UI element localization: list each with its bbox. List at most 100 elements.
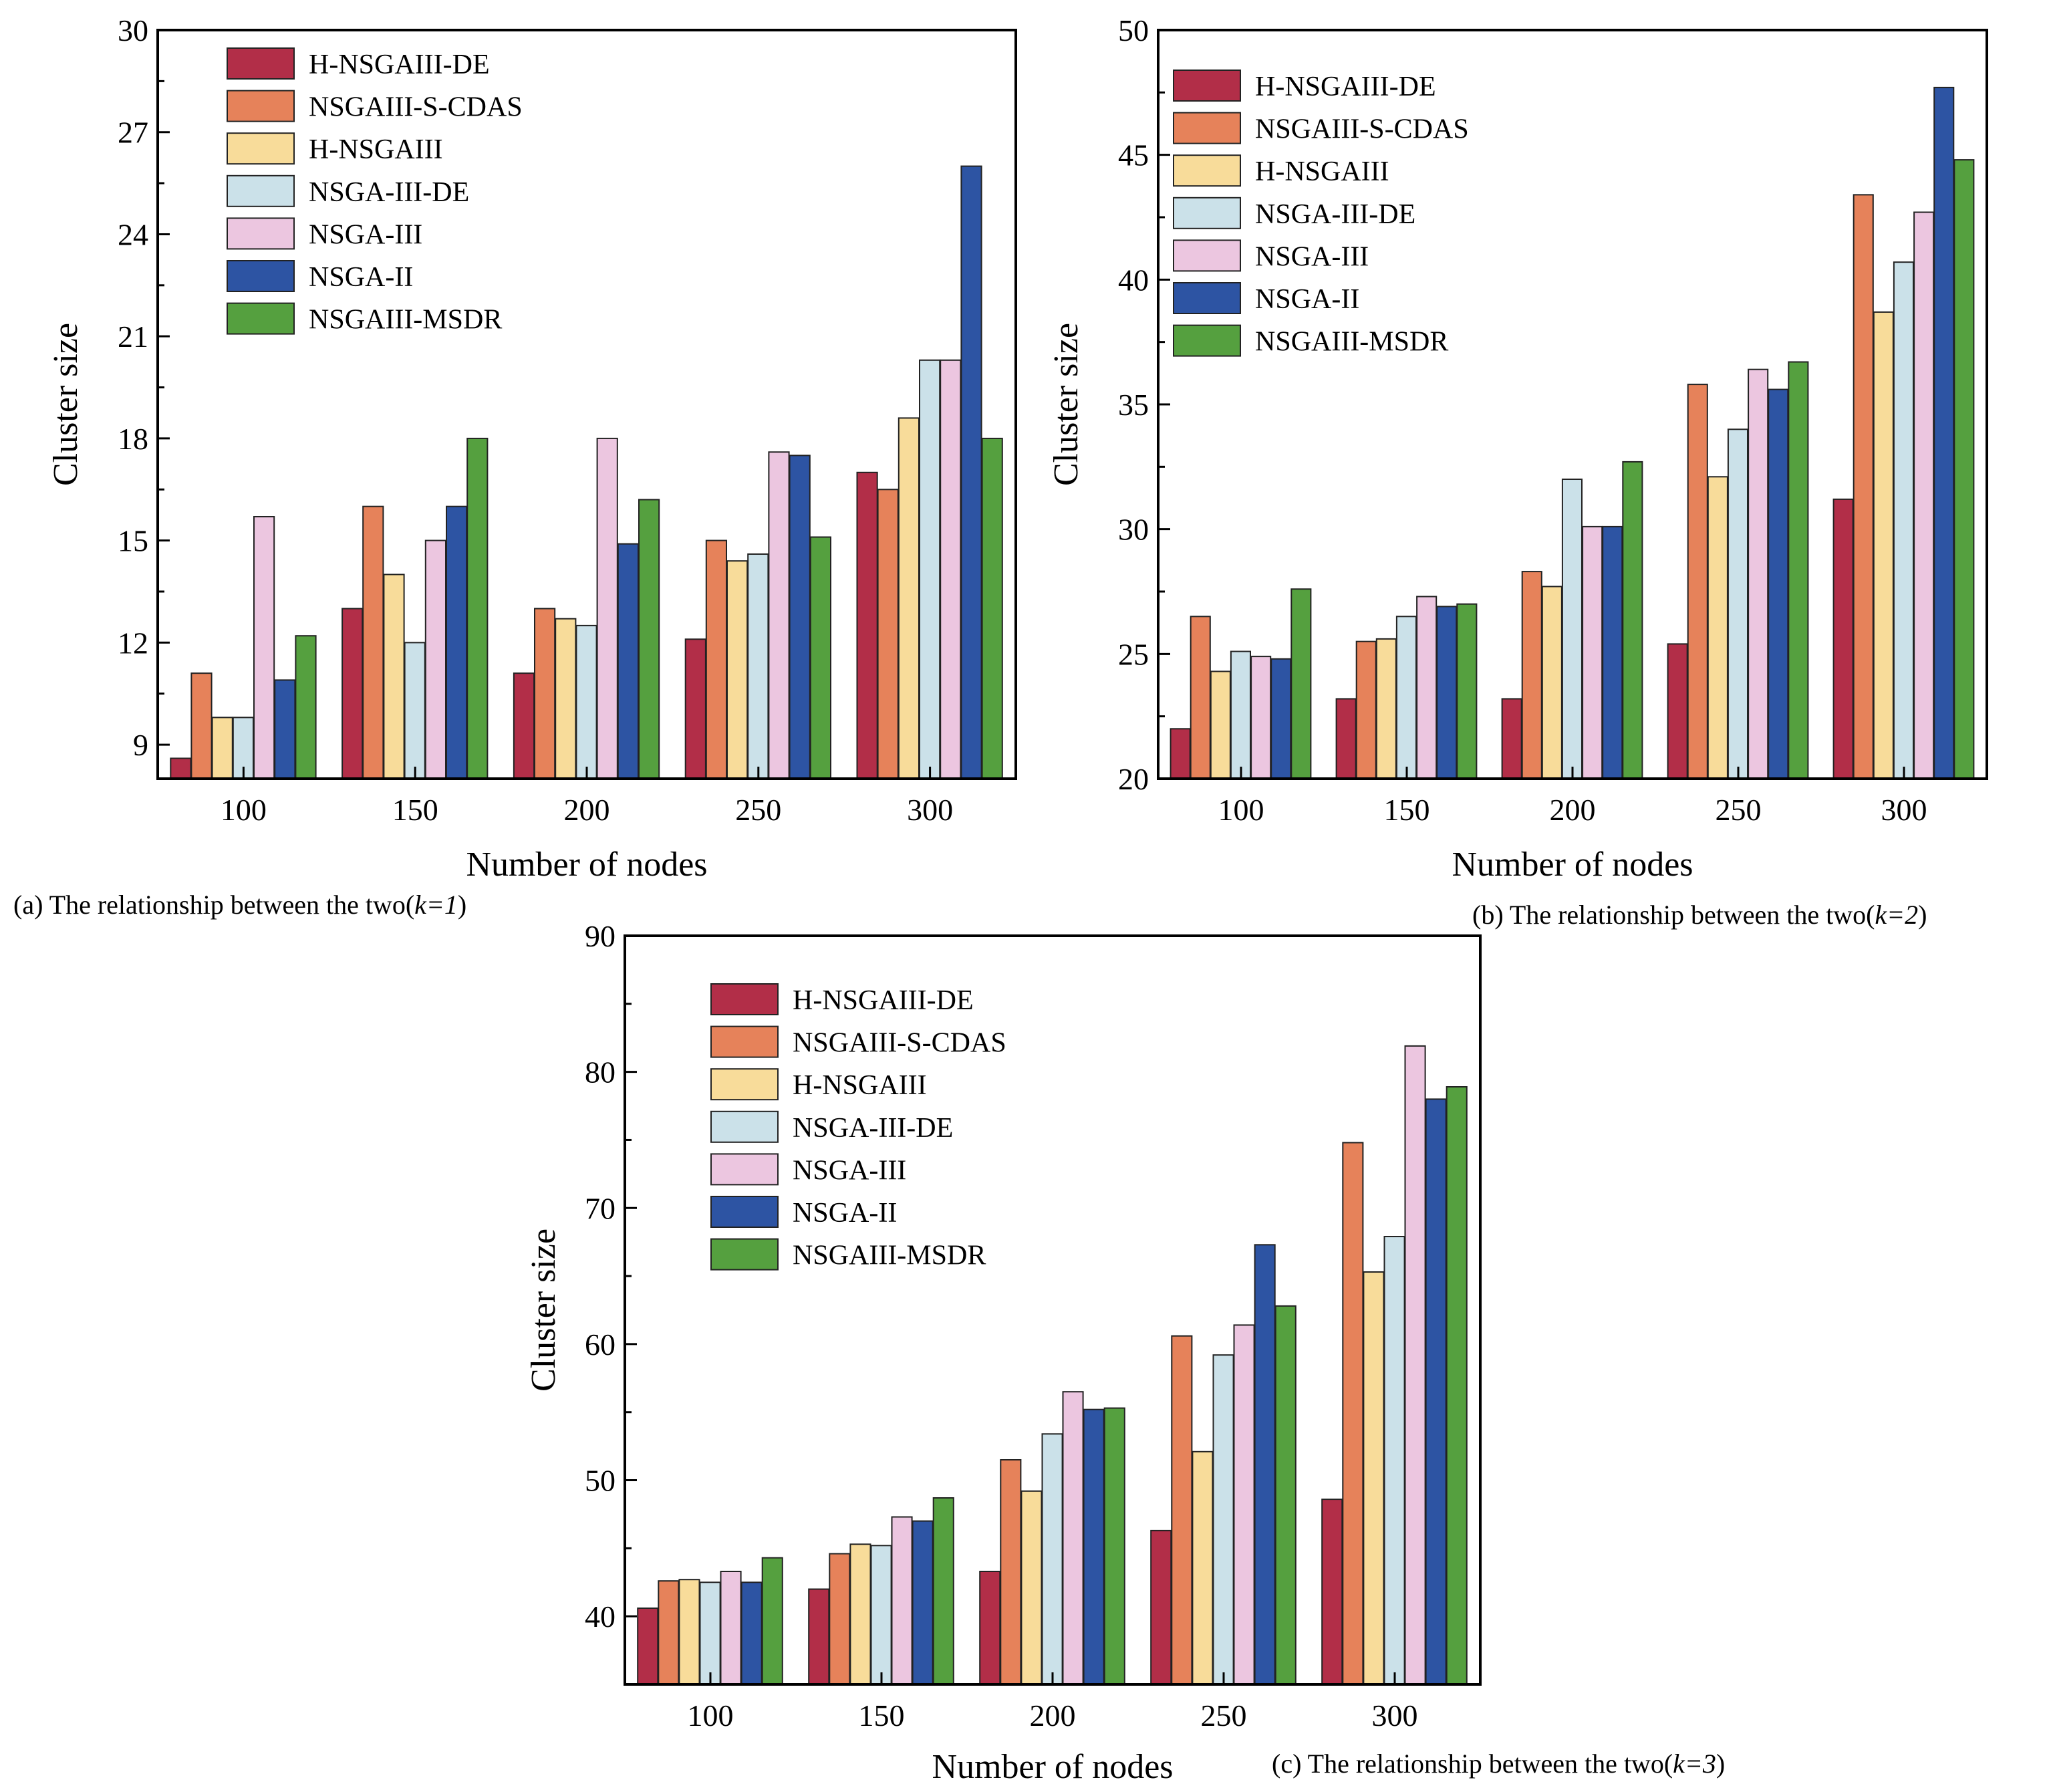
- bar-a-300-NSGAIII-MSDR: [981, 437, 1003, 780]
- bar-a-200-NSGA-III-DE: [575, 624, 597, 780]
- bar-c-300-NSGAIII-MSDR: [1446, 1086, 1468, 1685]
- bar-a-300-NSGA-III: [940, 359, 962, 779]
- caption-c-k: k=3: [1673, 1749, 1716, 1779]
- bar-b-250-H-NSGAIII-DE: [1667, 643, 1688, 780]
- legend-label-c-H-NSGAIII-DE: H-NSGAIII-DE: [793, 985, 974, 1016]
- xtick-label-c-250: 250: [1201, 1698, 1247, 1733]
- bar-b-200-NSGA-III: [1582, 525, 1603, 780]
- bar-c-200-H-NSGAIII: [1020, 1490, 1043, 1685]
- bar-a-200-NSGAIII-S-CDAS: [534, 608, 556, 779]
- bar-c-100-H-NSGAIII: [678, 1579, 700, 1686]
- bar-a-300-H-NSGAIII-DE: [856, 471, 878, 779]
- xtick-label-c-200: 200: [1030, 1698, 1076, 1733]
- legend-b: H-NSGAIII-DE NSGAIII-S-CDAS H-NSGAIII NSGA-…: [1173, 70, 1469, 358]
- legend-label-c-NSGA-III-DE: NSGA-III-DE: [793, 1113, 953, 1144]
- bar-a-200-H-NSGAIII: [555, 618, 577, 780]
- bar-b-150-H-NSGAIII: [1375, 638, 1397, 780]
- xtick-label-c-100: 100: [688, 1698, 734, 1733]
- bar-c-150-H-NSGAIII: [849, 1543, 871, 1685]
- legend-label-b-NSGA-III-DE: NSGA-III-DE: [1255, 199, 1415, 230]
- legend-label-a-H-NSGAIII: H-NSGAIII: [309, 134, 443, 165]
- bar-a-300-NSGAIII-S-CDAS: [877, 489, 899, 779]
- bar-a-150-H-NSGAIII-DE: [342, 608, 364, 779]
- bar-b-100-NSGA-II: [1270, 658, 1292, 779]
- y-axis-title-a: Cluster size: [47, 323, 85, 486]
- bar-c-200-NSGA-III-DE: [1041, 1433, 1063, 1685]
- bar-a-250-NSGA-II: [789, 455, 811, 780]
- bar-c-100-NSGA-III-DE: [699, 1581, 721, 1685]
- bar-b-300-NSGA-III: [1913, 211, 1935, 779]
- caption-c-text: (c) The relationship between the two(: [1272, 1749, 1673, 1779]
- bar-c-250-H-NSGAIII-DE: [1150, 1529, 1172, 1686]
- ytick-label-c-60: 60: [585, 1327, 616, 1362]
- bar-b-100-NSGA-III-DE: [1230, 650, 1251, 779]
- bar-b-300-H-NSGAIII: [1873, 311, 1894, 779]
- legend-swatch-a-H-NSGAIII-DE: [227, 47, 295, 80]
- bar-c-250-NSGAIII-MSDR: [1274, 1305, 1297, 1685]
- bar-c-250-NSGA-III: [1233, 1324, 1255, 1685]
- ytick-label-b-25: 25: [1118, 637, 1149, 671]
- legend-label-b-NSGA-III: NSGA-III: [1255, 241, 1369, 272]
- ytick-label-c-50: 50: [585, 1464, 616, 1498]
- bar-a-150-NSGAIII-S-CDAS: [362, 505, 384, 779]
- bar-a-150-NSGA-III: [424, 539, 446, 779]
- legend-swatch-b-NSGAIII-S-CDAS: [1173, 112, 1241, 144]
- caption-c-suffix: ): [1716, 1749, 1726, 1779]
- caption-b-k: k=2: [1875, 900, 1919, 930]
- legend-label-a-NSGAIII-MSDR: NSGAIII-MSDR: [309, 305, 502, 336]
- bar-a-200-H-NSGAIII-DE: [513, 672, 535, 780]
- bar-a-150-NSGA-III-DE: [404, 642, 426, 780]
- bar-a-250-H-NSGAIII: [726, 560, 748, 779]
- chart-b: 20 25 30 35 40 45 50 100 150 200 250 300 Number of n…: [1002, 0, 2047, 922]
- bar-a-250-NSGA-III-DE: [747, 553, 769, 779]
- bar-c-250-H-NSGAIII: [1192, 1450, 1214, 1685]
- caption-c: (c) The relationship between the two(k=3…: [1272, 1748, 1725, 1779]
- bar-b-300-NSGA-II: [1933, 86, 1955, 779]
- bar-b-250-NSGAIII-S-CDAS: [1687, 384, 1708, 779]
- ytick-label-b-30: 30: [1118, 513, 1149, 547]
- xtick-label-a-300: 300: [907, 793, 953, 827]
- bar-b-100-NSGA-III: [1250, 656, 1272, 779]
- legend-swatch-c-NSGA-III: [710, 1153, 779, 1186]
- bar-b-250-NSGA-III: [1748, 368, 1769, 779]
- bar-c-150-NSGA-III: [891, 1516, 913, 1685]
- bar-c-300-NSGA-III: [1404, 1045, 1426, 1685]
- bar-c-150-H-NSGAIII-DE: [808, 1588, 830, 1685]
- bar-b-150-NSGA-III-DE: [1395, 616, 1417, 779]
- bar-c-100-NSGA-III: [720, 1571, 742, 1685]
- bar-a-100-H-NSGAIII-DE: [170, 757, 192, 779]
- bar-c-250-NSGAIII-S-CDAS: [1171, 1335, 1193, 1685]
- bar-c-200-H-NSGAIII-DE: [979, 1571, 1001, 1685]
- legend-swatch-c-NSGA-III-DE: [710, 1110, 779, 1143]
- bar-c-250-NSGA-III-DE: [1212, 1354, 1234, 1685]
- caption-a: (a) The relationship between the two(k=1…: [13, 889, 466, 920]
- bar-b-200-H-NSGAIII: [1541, 586, 1562, 779]
- legend-swatch-b-NSGA-III: [1173, 239, 1241, 272]
- bar-b-300-H-NSGAIII-DE: [1832, 498, 1854, 780]
- xtick-label-a-200: 200: [564, 793, 610, 827]
- legend-label-c-NSGAIII-MSDR: NSGAIII-MSDR: [793, 1241, 986, 1271]
- bar-a-200-NSGA-II: [617, 543, 639, 779]
- ytick-label-a-12: 12: [118, 626, 148, 660]
- legend-swatch-a-NSGA-III-DE: [227, 174, 295, 207]
- legend-label-b-NSGAIII-S-CDAS: NSGAIII-S-CDAS: [1255, 114, 1469, 145]
- xtick-label-b-150: 150: [1384, 793, 1430, 827]
- bars-b: [1170, 86, 1975, 780]
- caption-b: (b) The relationship between the two(k=2…: [1472, 899, 1927, 930]
- legend-swatch-c-NSGAIII-S-CDAS: [710, 1025, 779, 1058]
- bar-b-250-NSGA-II: [1768, 388, 1789, 779]
- bar-a-150-H-NSGAIII: [383, 573, 405, 779]
- bar-a-250-H-NSGAIII-DE: [684, 638, 706, 779]
- bar-c-200-NSGA-III: [1062, 1391, 1084, 1685]
- bar-b-200-NSGA-II: [1602, 525, 1623, 780]
- bar-a-150-NSGA-II: [446, 505, 468, 779]
- legend-label-c-NSGA-III: NSGA-III: [793, 1155, 906, 1186]
- chart-c: 40 50 60 70 80 90 100 150 200 250 300 Number of nod…: [468, 916, 1537, 1792]
- bars-a: [170, 165, 1003, 780]
- bar-a-250-NSGAIII-S-CDAS: [705, 539, 728, 779]
- legend-swatch-c-H-NSGAIII: [710, 1068, 779, 1101]
- bar-b-250-NSGAIII-MSDR: [1788, 361, 1809, 779]
- legend-label-b-NSGA-II: NSGA-II: [1255, 284, 1359, 315]
- ytick-label-a-21: 21: [118, 319, 148, 354]
- ytick-label-a-24: 24: [118, 217, 148, 251]
